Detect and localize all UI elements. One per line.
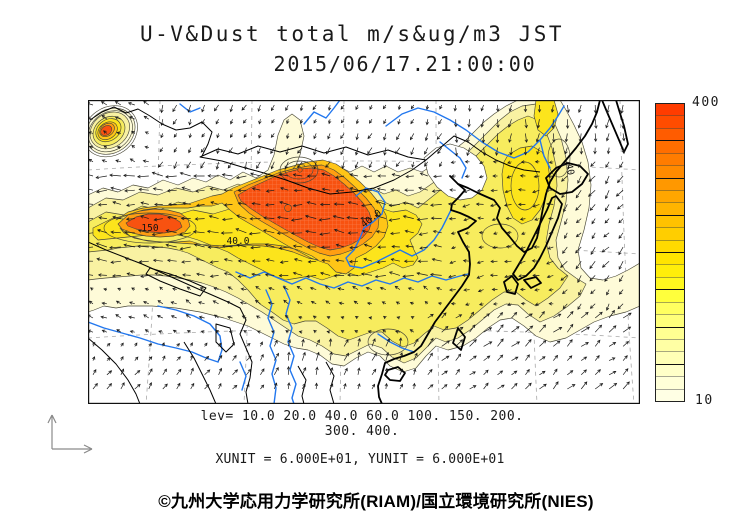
coastlines xyxy=(377,99,629,405)
colorbar-segment xyxy=(656,227,684,240)
colorbar-segment xyxy=(656,376,684,389)
axes-indicator xyxy=(47,414,93,454)
colorbar-segment xyxy=(656,326,684,340)
colorbar-segment xyxy=(656,177,684,190)
colorbar xyxy=(655,103,685,402)
colorbar-segment xyxy=(656,276,684,290)
contour-rings xyxy=(103,138,571,356)
map-frame xyxy=(88,100,640,404)
dust-map: 150 40.0 40.0 40 xyxy=(81,99,641,405)
copyright-note: ©九州大学応用力学研究所(RIAM)/国立環境研究所(NIES) xyxy=(158,492,594,511)
colorbar-segment xyxy=(656,388,684,402)
colorbar-segment xyxy=(656,152,684,166)
colorbar-segment xyxy=(656,363,684,377)
rivers xyxy=(87,99,565,405)
colorbar-segment xyxy=(656,264,684,277)
colorbar-segment xyxy=(656,289,684,302)
dust-spot-northwest xyxy=(82,105,138,158)
colorbar-segment xyxy=(656,339,684,352)
colorbar-segment xyxy=(656,115,684,128)
colorbar-segment xyxy=(656,301,684,315)
colorbar-segment xyxy=(656,214,684,228)
clear-air-gap xyxy=(423,143,488,201)
colorbar-segment xyxy=(656,252,684,265)
contour-label: 40 xyxy=(563,163,576,177)
vector-units-caption: XUNIT = 6.000E+01, YUNIT = 6.000E+01 xyxy=(215,452,505,467)
colorbar-segment xyxy=(656,140,684,153)
dust-shading xyxy=(87,99,641,373)
contour-levels-caption: lev= 10.0 20.0 40.0 60.0 100. 150. 200. xyxy=(200,409,524,424)
colorbar-segment xyxy=(656,239,684,253)
colorbar-min-label: 10 xyxy=(695,393,714,408)
colorbar-segment xyxy=(656,351,684,364)
chart-timestamp: 2015/06/17.21:00:00 xyxy=(273,52,537,76)
colorbar-segment xyxy=(656,165,684,178)
colorbar-segment xyxy=(656,104,684,116)
contour-label: 40.0 xyxy=(227,236,250,247)
colorbar-segment xyxy=(656,189,684,203)
colorbar-segment xyxy=(656,127,684,141)
contour-levels-caption-2: 300. 400. xyxy=(324,424,400,439)
colorbar-max-label: 400 xyxy=(692,95,720,110)
colorbar-segment xyxy=(656,202,684,215)
colorbar-segment xyxy=(656,314,684,327)
chart-title: U-V&Dust total m/s&ug/m3 JST xyxy=(139,22,565,46)
contour-label: 150 xyxy=(141,223,158,234)
